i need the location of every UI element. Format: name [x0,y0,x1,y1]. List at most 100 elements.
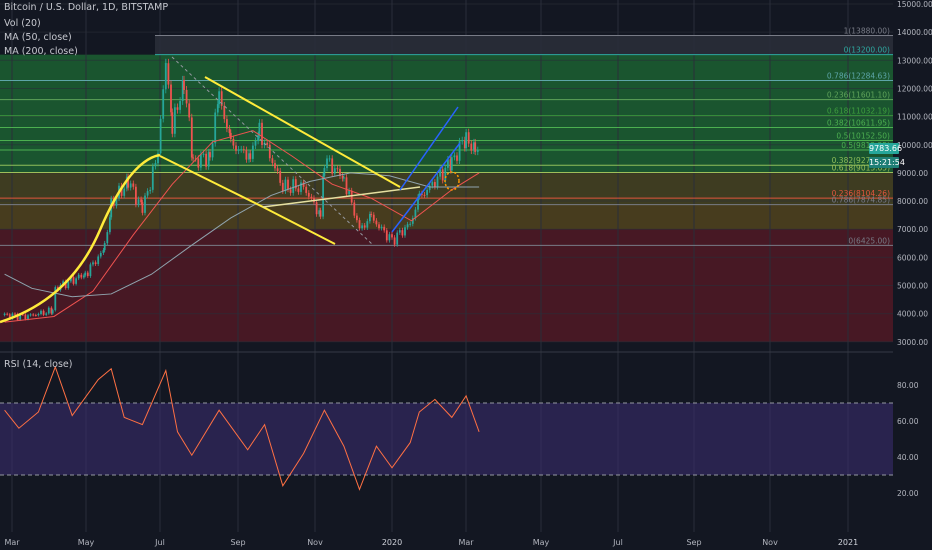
candle-body [67,281,70,289]
candle-body [393,237,396,245]
ma50-indicator-label[interactable]: MA (50, close) [4,32,72,43]
candle-body [19,314,22,320]
candle-body [439,169,441,177]
candle-body [154,163,157,165]
candle-body [297,188,300,192]
candle-body [164,63,167,65]
candle-body [229,132,232,139]
time-axis-label: Sep [686,538,701,547]
candle-body [289,189,292,193]
candle-body [369,214,371,222]
candle-body [258,122,261,136]
candle-body [106,232,109,244]
candle-body [228,128,231,133]
candle-body [3,313,6,316]
candle-body [361,225,363,229]
candle-body [34,315,37,317]
fib-level-label: 0(6425.00) [848,236,890,245]
candle-body [391,234,393,238]
candle-body [343,177,345,179]
candle-body [223,105,226,120]
fib-level-label: 0.382(9273.05) [832,156,890,165]
candle-body [450,157,453,171]
candle-body [431,182,434,186]
candle-body [441,169,444,181]
candle-body [461,140,464,142]
candle-body [29,314,32,316]
candle-body [135,186,137,205]
time-axis-label: May [533,538,550,547]
candle-body [307,192,310,197]
ma50-line [4,130,480,323]
rsi-axis-label: 20.00 [897,489,919,498]
candle-body [192,157,194,159]
candle-body [294,179,297,189]
price-axis [893,0,932,550]
candle-body [333,168,336,174]
candle-body [476,150,479,152]
price-axis-label: 14000.00 [897,28,932,37]
candle-body [353,202,356,216]
rsi-axis-label: 40.00 [897,453,919,462]
candle-body [383,226,386,231]
candle-body [211,143,214,158]
fib-level-label: 0.236(11601.10) [827,91,890,100]
candle-body [183,80,185,90]
candle-body [474,142,477,152]
candle-body [190,117,193,158]
candle-body [363,225,366,228]
candle-body [115,198,118,206]
candle-body [292,179,295,193]
candle-body [97,256,100,265]
candle-body [331,158,334,174]
candle-body [249,153,252,159]
candle-body [80,274,83,278]
candle-body [200,154,202,168]
ma200-indicator-label[interactable]: MA (200, close) [4,46,78,57]
fib-level-label: 0.5(10152.50) [836,131,890,140]
candle-body [345,177,348,195]
candle-body [323,168,326,176]
candle-body [463,140,466,149]
candle-body [378,224,380,229]
fib-level-label: 1(13880.00) [844,27,890,36]
rsi-indicator-label[interactable]: RSI (14, close) [4,359,73,370]
candle-body [366,221,369,228]
candle-body [467,132,470,144]
candle-body [266,142,269,145]
candle-body [240,149,243,151]
candle-body [62,281,64,285]
candle-body [411,218,414,224]
candle-body [120,185,123,196]
candle-body [305,186,308,193]
time-axis-label: Jul [154,538,165,547]
candle-body [94,262,97,265]
candle-body [226,119,228,129]
fib-level-label: 0(13200.00) [844,46,890,55]
candle-body [42,310,45,315]
candle-body [197,158,200,168]
candle-body [16,313,19,320]
candle-body [396,232,399,245]
price-axis-label: 8000.00 [897,197,928,206]
candle-body [129,183,132,188]
symbol-title[interactable]: Bitcoin / U.S. Dollar, 1D, BITSTAMP [4,2,169,13]
trendline-upper-wedge [204,76,401,188]
candle-body [75,278,77,284]
candle-body [47,307,50,314]
fib-level-label: 0.786(7874.85) [832,196,890,205]
candle-body [8,314,11,319]
candle-body [144,195,146,213]
price-axis-label: 11000.00 [897,113,932,122]
candle-body [6,313,9,315]
candle-body [252,145,254,159]
candle-body [287,179,289,190]
candle-body [237,149,240,151]
candle-body [284,179,287,192]
candle-body [339,168,341,176]
candle-body [132,183,135,187]
vol-indicator-label[interactable]: Vol (20) [4,18,41,29]
candle-body [162,89,165,119]
candle-body [72,277,75,284]
